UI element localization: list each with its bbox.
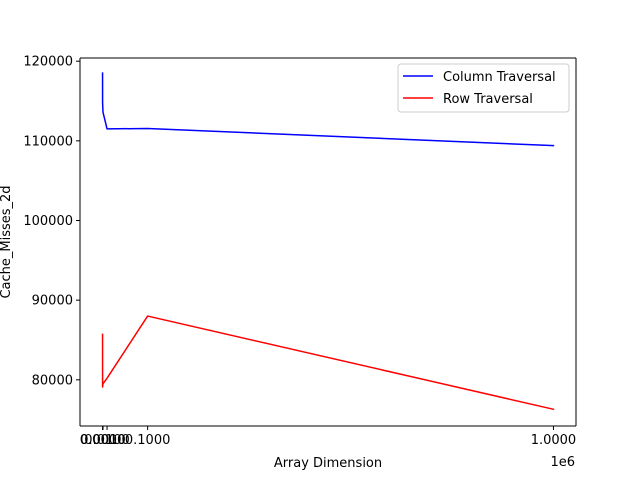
y-tick-label: 120000 bbox=[23, 55, 73, 70]
x-tick-label: 0.0100 bbox=[84, 433, 130, 448]
legend-box bbox=[397, 63, 570, 113]
x-tick-label: 1.0000 bbox=[531, 433, 577, 448]
y-tick-label: 110000 bbox=[23, 134, 73, 149]
x-axis-offset-text: 1e6 bbox=[550, 455, 575, 470]
series-layer bbox=[101, 72, 555, 411]
y-tick-label: 100000 bbox=[23, 214, 73, 229]
axes-layer bbox=[79, 57, 577, 427]
series-line-column-traversal bbox=[101, 72, 555, 147]
x-tick-label: 0.0000 bbox=[80, 433, 126, 448]
x-tick-label: 0.1000 bbox=[125, 433, 171, 448]
y-tick-label: 90000 bbox=[32, 294, 73, 309]
series-line-row-traversal bbox=[101, 315, 555, 411]
x-tick-label: 0.0010 bbox=[80, 433, 126, 448]
legend: Column Traversal Row Traversal bbox=[397, 63, 570, 113]
legend-label-row-traversal: Row Traversal bbox=[443, 92, 533, 107]
x-axis-label: Array Dimension bbox=[274, 456, 382, 471]
legend-label-column-traversal: Column Traversal bbox=[443, 70, 556, 85]
y-tick-label: 80000 bbox=[32, 373, 73, 388]
y-axis-label: Cache_Misses_2d bbox=[0, 185, 14, 298]
